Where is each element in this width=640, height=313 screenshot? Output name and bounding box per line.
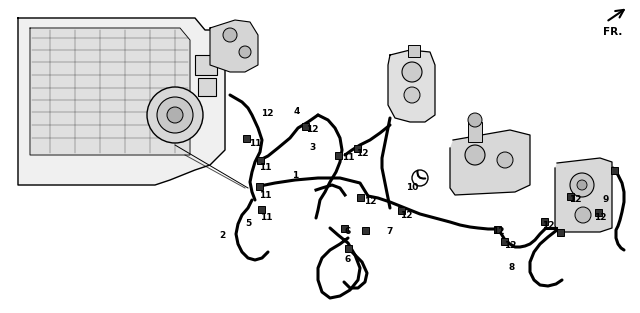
Circle shape bbox=[575, 207, 591, 223]
Text: 11: 11 bbox=[342, 152, 355, 162]
Bar bbox=[501, 238, 508, 245]
Circle shape bbox=[223, 28, 237, 42]
Text: 12: 12 bbox=[260, 109, 273, 117]
Polygon shape bbox=[30, 28, 190, 155]
Bar bbox=[257, 157, 264, 164]
Text: 6: 6 bbox=[345, 228, 351, 237]
Text: 12: 12 bbox=[364, 198, 376, 207]
Text: 9: 9 bbox=[603, 196, 609, 204]
Circle shape bbox=[465, 145, 485, 165]
Circle shape bbox=[404, 87, 420, 103]
Bar bbox=[557, 229, 564, 236]
Text: 2: 2 bbox=[219, 230, 225, 239]
Circle shape bbox=[239, 46, 251, 58]
Text: 6: 6 bbox=[345, 255, 351, 264]
Text: FR.: FR. bbox=[603, 27, 622, 37]
Circle shape bbox=[147, 87, 203, 143]
Bar bbox=[335, 152, 342, 159]
Text: 7: 7 bbox=[387, 228, 393, 237]
Text: 12: 12 bbox=[356, 148, 368, 157]
Text: 11: 11 bbox=[249, 138, 261, 147]
Text: 12: 12 bbox=[541, 220, 554, 229]
Bar bbox=[243, 135, 250, 142]
Text: 12: 12 bbox=[492, 228, 504, 237]
Polygon shape bbox=[18, 18, 225, 185]
Bar bbox=[256, 183, 263, 190]
Bar bbox=[258, 206, 265, 213]
Bar bbox=[611, 167, 618, 174]
Bar bbox=[341, 225, 348, 232]
Text: 11: 11 bbox=[259, 191, 271, 199]
Text: 12: 12 bbox=[569, 196, 581, 204]
Text: 4: 4 bbox=[294, 107, 300, 116]
Bar bbox=[345, 245, 352, 252]
Circle shape bbox=[497, 152, 513, 168]
Polygon shape bbox=[388, 50, 435, 122]
Polygon shape bbox=[450, 130, 530, 195]
Circle shape bbox=[157, 97, 193, 133]
Text: 12: 12 bbox=[504, 240, 516, 249]
Text: 12: 12 bbox=[306, 126, 318, 135]
Bar bbox=[357, 194, 364, 201]
Circle shape bbox=[402, 62, 422, 82]
Bar bbox=[198, 78, 216, 96]
Circle shape bbox=[577, 180, 587, 190]
Text: 12: 12 bbox=[594, 213, 606, 222]
Text: 10: 10 bbox=[406, 183, 418, 192]
Text: 1: 1 bbox=[292, 172, 298, 181]
Bar bbox=[354, 145, 361, 152]
Bar bbox=[494, 226, 501, 233]
Text: 3: 3 bbox=[310, 143, 316, 152]
Bar bbox=[302, 123, 309, 130]
Bar bbox=[408, 45, 420, 57]
Bar bbox=[195, 55, 217, 75]
Circle shape bbox=[167, 107, 183, 123]
Text: 11: 11 bbox=[259, 163, 271, 172]
Bar bbox=[541, 218, 548, 225]
Polygon shape bbox=[210, 20, 258, 72]
Circle shape bbox=[570, 173, 594, 197]
Bar bbox=[468, 122, 482, 142]
Circle shape bbox=[468, 113, 482, 127]
Text: 12: 12 bbox=[400, 212, 412, 220]
Text: 11: 11 bbox=[260, 213, 272, 223]
Text: 5: 5 bbox=[245, 218, 251, 228]
Bar bbox=[595, 209, 602, 216]
Bar bbox=[362, 227, 369, 234]
Text: 8: 8 bbox=[509, 264, 515, 273]
Bar bbox=[567, 193, 574, 200]
Polygon shape bbox=[555, 158, 612, 232]
Bar bbox=[398, 207, 405, 214]
